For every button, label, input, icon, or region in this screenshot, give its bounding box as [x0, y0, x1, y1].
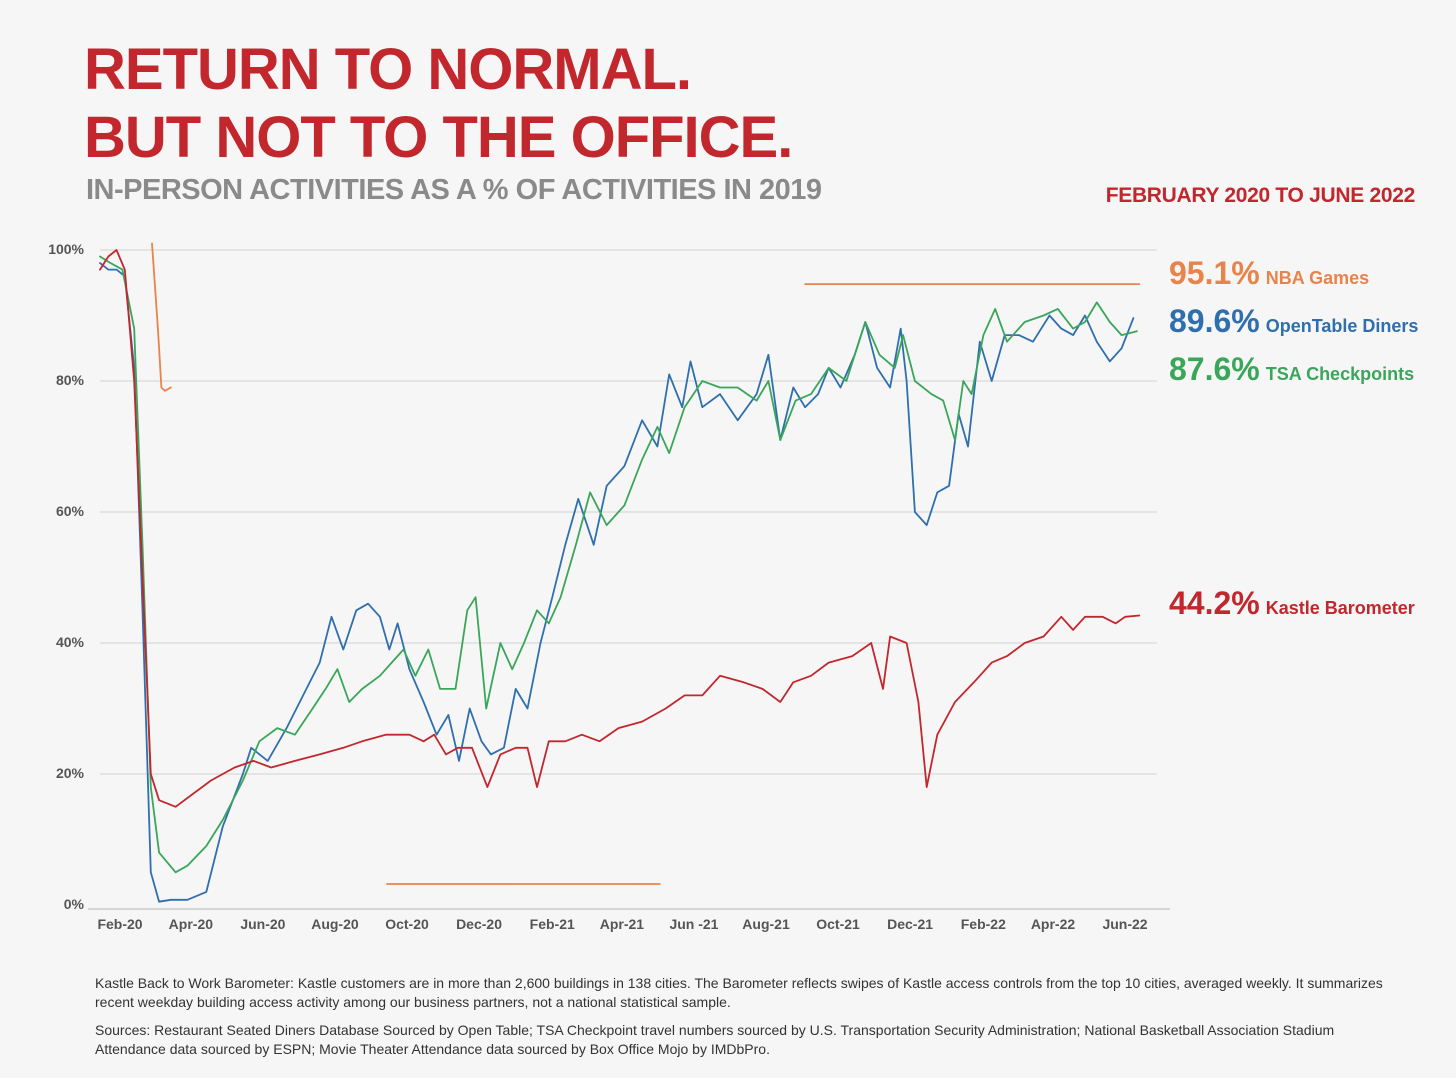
x-tick-label: Feb-20 [97, 916, 142, 932]
x-tick-label: Apr-21 [600, 916, 645, 932]
x-tick-label: Oct-20 [385, 916, 429, 932]
x-tick-label: Dec-21 [887, 916, 933, 932]
x-tick-label: Dec-20 [456, 916, 502, 932]
footnotes: Kastle Back to Work Barometer: Kastle cu… [95, 974, 1395, 1068]
nba-series-name: NBA Games [1266, 268, 1369, 288]
line-chart: 0% 20% 40% 60% 80% 100% Feb-20 Apr-20 Jun-20 Aug… [48, 241, 1418, 932]
x-axis: Feb-20 Apr-20 Jun-20 Aug-20 Oct-20 Dec-20 Feb-… [97, 916, 1147, 932]
grid-layer [88, 249, 1170, 910]
opentable-series-line [99, 262, 1135, 903]
x-tick-label: Oct-21 [816, 916, 860, 932]
x-tick-label: Feb-22 [961, 916, 1006, 932]
y-tick-label: 40% [56, 634, 85, 650]
opentable-end-value: 89.6% [1169, 303, 1260, 339]
x-tick-label: Aug-20 [311, 916, 359, 932]
nba-end-label: 95.1% NBA Games [1169, 255, 1369, 291]
tsa-end-label: 87.6% TSA Checkpoints [1169, 351, 1414, 387]
tsa-series-line [99, 255, 1138, 874]
x-tick-label: Apr-22 [1031, 916, 1076, 932]
series-layer [99, 242, 1141, 903]
x-tick-label: Jun-20 [240, 916, 285, 932]
opentable-end-label: 89.6% OpenTable Diners [1169, 303, 1418, 339]
tsa-end-value: 87.6% [1169, 351, 1260, 387]
y-tick-label: 100% [48, 241, 84, 257]
x-tick-label: Feb-21 [530, 916, 575, 932]
x-tick-label: Apr-20 [169, 916, 214, 932]
kastle-series-name: Kastle Barometer [1266, 598, 1415, 618]
kastle-series-line [99, 249, 1141, 808]
date-range: FEBRUARY 2020 TO JUNE 2022 [1105, 184, 1416, 207]
opentable-series-name: OpenTable Diners [1266, 316, 1419, 336]
barometer-note: Kastle Back to Work Barometer: Kastle cu… [95, 975, 1383, 1010]
title-line-1: RETURN TO NORMAL. [84, 37, 692, 102]
y-axis: 0% 20% 40% 60% 80% 100% [48, 241, 84, 912]
page-title: RETURN TO NORMAL. BUT NOT TO THE OFFICE. [84, 36, 793, 172]
series-labels: 95.1% NBA Games 89.6% OpenTable Diners 87.6%… [1169, 255, 1418, 621]
x-tick-label: Jun-22 [1102, 916, 1147, 932]
nba-series-line [151, 242, 172, 392]
title-line-2: BUT NOT TO THE OFFICE. [84, 105, 793, 170]
y-tick-label: 20% [56, 765, 85, 781]
x-tick-label: Jun -21 [669, 916, 718, 932]
y-tick-label: 80% [56, 372, 85, 388]
y-tick-label: 0% [64, 896, 85, 912]
chart-subtitle: IN-PERSON ACTIVITIES AS A % OF ACTIVITIE… [86, 174, 822, 206]
nba-end-value: 95.1% [1169, 255, 1260, 291]
y-tick-label: 60% [56, 503, 85, 519]
sources-note: Sources: Restaurant Seated Diners Databa… [95, 1022, 1335, 1057]
kastle-end-label: 44.2% Kastle Barometer [1169, 585, 1415, 621]
kastle-end-value: 44.2% [1169, 585, 1260, 621]
x-tick-label: Aug-21 [742, 916, 790, 932]
tsa-series-name: TSA Checkpoints [1266, 364, 1414, 384]
